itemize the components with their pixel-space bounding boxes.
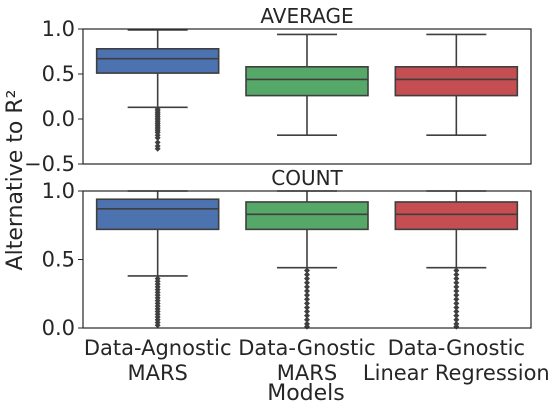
box-2 [246, 34, 368, 135]
panel-count: COUNT 1.0 0.5 0.0 [42, 166, 531, 340]
panel-title: COUNT [271, 166, 343, 190]
x-tick-label: Data-Gnostic [238, 336, 375, 360]
x-tick-label: Data-Gnostic [388, 336, 525, 360]
box-1 [97, 30, 219, 152]
panel-title: AVERAGE [260, 4, 353, 28]
iqr-box [97, 199, 219, 229]
iqr-box [246, 67, 368, 96]
box-1 [97, 191, 219, 328]
iqr-box [97, 49, 219, 73]
panel-average: AVERAGE 1.0 0.5 0.0 −0.5 [24, 4, 531, 176]
iqr-box [395, 67, 517, 96]
y-tick-label: −0.5 [24, 152, 75, 176]
y-tick-label: 0.0 [42, 316, 75, 340]
box-3 [395, 191, 517, 330]
y-tick-label: 0.5 [42, 248, 75, 272]
iqr-box [395, 202, 517, 229]
y-tick-label: 1.0 [42, 17, 75, 41]
box-2 [246, 191, 368, 330]
box-3 [395, 34, 517, 135]
y-tick-label: 0.5 [42, 62, 75, 86]
x-tick-label: Data-Agnostic [84, 336, 232, 360]
y-axis-label: Alternative to R² [3, 90, 28, 271]
x-tick-label: MARS [277, 361, 337, 385]
x-tick-label: MARS [127, 361, 187, 385]
iqr-box [246, 202, 368, 229]
x-tick-label: Linear Regression [363, 361, 550, 385]
y-tick-label: 1.0 [42, 179, 75, 203]
y-tick-label: 0.0 [42, 107, 75, 131]
